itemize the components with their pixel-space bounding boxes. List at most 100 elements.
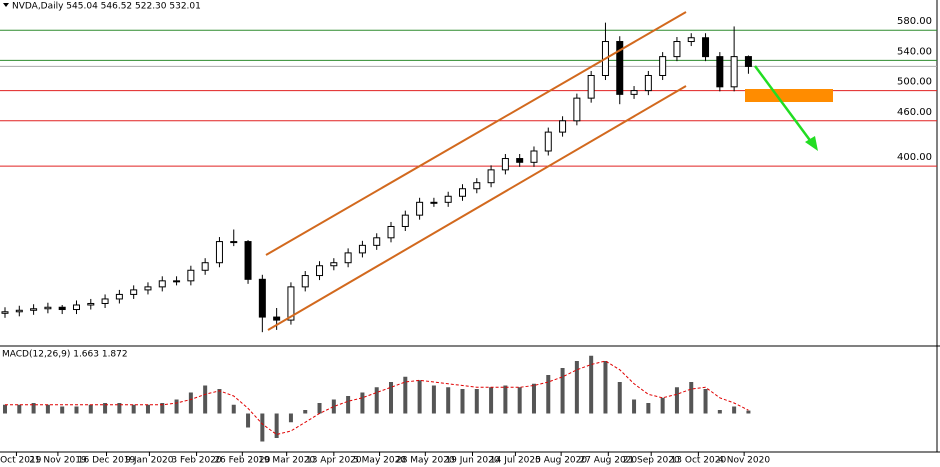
candle-body xyxy=(473,182,481,190)
macd-bar xyxy=(546,375,551,414)
x-tick-label: 28 May 2020 xyxy=(396,456,455,466)
candle-body xyxy=(30,308,38,311)
candle-body xyxy=(702,37,710,58)
macd-bar xyxy=(231,404,236,414)
macd-bar xyxy=(674,387,679,414)
macd-bar xyxy=(145,404,150,414)
macd-bar xyxy=(174,399,179,414)
macd-bar xyxy=(531,383,536,414)
candle-body xyxy=(58,306,66,311)
candle-body xyxy=(644,74,652,92)
candle-body xyxy=(316,265,324,277)
level-label: 540.00 xyxy=(897,46,932,57)
macd-bar xyxy=(689,382,694,414)
macd-bar xyxy=(603,361,608,414)
macd-bar xyxy=(574,361,579,414)
candle-body xyxy=(616,41,624,95)
candle-body xyxy=(444,195,452,203)
candle-body xyxy=(516,158,524,163)
macd-bar xyxy=(131,404,136,414)
macd-bar xyxy=(617,382,622,414)
candle-body xyxy=(187,269,195,282)
x-tick-label: 14 Jul 2020 xyxy=(490,456,541,466)
candle-body xyxy=(573,97,581,122)
candle-body xyxy=(1,311,9,314)
macd-bar xyxy=(446,387,451,414)
candle-body xyxy=(673,41,681,58)
macd-bar xyxy=(389,382,394,414)
macd-bar xyxy=(160,403,165,414)
macd-bar xyxy=(431,385,436,414)
level-label: 580.00 xyxy=(897,16,932,27)
macd-bar xyxy=(474,389,479,414)
candle-body xyxy=(730,56,738,88)
candle-body xyxy=(401,214,409,227)
candle-body xyxy=(687,37,695,43)
macd-bar xyxy=(103,403,108,414)
candle-body xyxy=(373,237,381,246)
macd-bar xyxy=(203,385,208,414)
macd-bar xyxy=(746,410,751,414)
candle-body xyxy=(44,306,52,310)
candle-body xyxy=(330,262,338,267)
macd-bar xyxy=(403,376,408,414)
macd-bar xyxy=(503,385,508,414)
chart-header: NVDA,Daily 545.04 546.52 522.30 532.01 xyxy=(12,2,201,12)
x-tick-label: 21 Nov 2019 xyxy=(29,456,87,466)
x-tick-label: 0 Oct 2019 xyxy=(0,456,42,466)
forecast-arrow-head xyxy=(805,136,818,151)
candle-body xyxy=(559,120,567,133)
macd-bar xyxy=(45,404,50,414)
candle-body xyxy=(215,241,223,264)
candle-body xyxy=(458,188,466,197)
candle-body xyxy=(659,56,667,76)
macd-bar xyxy=(288,413,293,423)
candle-body xyxy=(487,169,495,184)
macd-bar xyxy=(717,410,722,414)
macd-bar xyxy=(489,387,494,414)
candle-body xyxy=(544,131,552,152)
macd-bar xyxy=(31,403,36,414)
macd-bar xyxy=(632,399,637,414)
x-tick-label: 27 Aug 2020 xyxy=(579,456,637,466)
candle-body xyxy=(201,262,209,271)
x-tick-label: 13 Apr 2020 xyxy=(306,456,362,466)
x-tick-label: 16 Dec 2019 xyxy=(78,456,136,466)
macd-bar xyxy=(417,380,422,414)
candle-body xyxy=(101,298,109,304)
macd-bar xyxy=(646,403,651,414)
candle-body xyxy=(144,286,152,291)
macd-bar xyxy=(74,406,79,414)
candle-body xyxy=(716,56,724,88)
candle-body xyxy=(630,90,638,95)
channel-lower xyxy=(267,85,687,331)
channel-upper xyxy=(265,11,687,256)
x-tick-label: 5 Aug 2020 xyxy=(535,456,587,466)
candle-body xyxy=(387,225,395,239)
candle-body xyxy=(158,280,166,288)
x-tick-label: 13 Oct 2020 xyxy=(671,456,727,466)
candle-body xyxy=(587,74,595,99)
x-tick-label: 5 May 2020 xyxy=(353,456,406,466)
macd-bar xyxy=(560,368,565,414)
macd-bar xyxy=(460,389,465,414)
header-icon xyxy=(3,3,9,7)
macd-bar xyxy=(246,413,251,428)
macd-bar xyxy=(117,403,122,414)
macd-bar xyxy=(274,413,279,438)
macd-bar xyxy=(188,392,193,414)
candle-body xyxy=(287,286,295,321)
candle-body xyxy=(72,304,80,311)
target-zone xyxy=(745,89,833,102)
candle-body xyxy=(230,241,238,244)
macd-bar xyxy=(589,355,594,414)
x-tick-label: 3 Feb 2020 xyxy=(171,456,222,466)
macd-bar xyxy=(703,389,708,414)
x-tick-label: 4 Nov 2020 xyxy=(718,456,770,466)
candle-body xyxy=(130,289,138,295)
level-label: 500.00 xyxy=(897,77,932,88)
macd-bar xyxy=(3,404,8,414)
candle-body xyxy=(358,244,366,254)
candle-body xyxy=(344,252,352,264)
